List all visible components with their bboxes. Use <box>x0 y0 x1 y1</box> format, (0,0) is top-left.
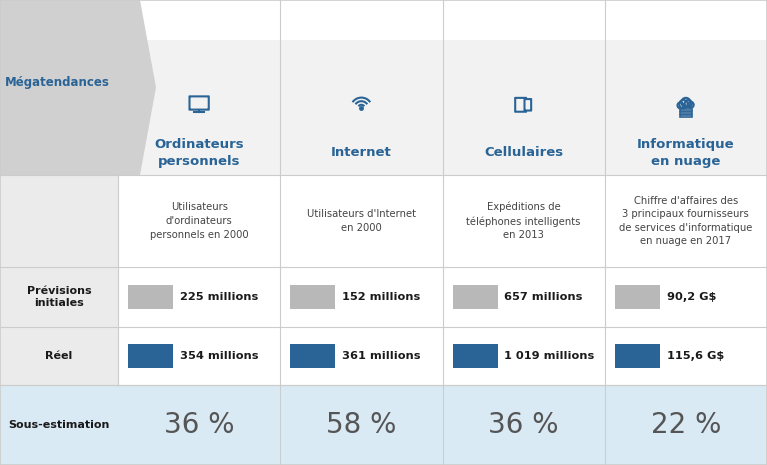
Text: Réel: Réel <box>45 351 73 361</box>
Text: Utilisateurs d'Internet
en 2000: Utilisateurs d'Internet en 2000 <box>307 209 416 233</box>
Text: 58 %: 58 % <box>326 411 397 439</box>
Text: 361 millions: 361 millions <box>342 351 421 361</box>
Text: 657 millions: 657 millions <box>505 292 583 302</box>
Bar <box>290 344 335 368</box>
Text: Informatique
en nuage: Informatique en nuage <box>637 138 735 168</box>
Bar <box>680 115 692 117</box>
Text: Expéditions de
téléphones intelligents
en 2013: Expéditions de téléphones intelligents e… <box>466 202 581 240</box>
Bar <box>290 285 335 309</box>
Text: 354 millions: 354 millions <box>180 351 258 361</box>
FancyBboxPatch shape <box>525 99 532 111</box>
Text: Chiffre d'affaires des
3 principaux fournisseurs
de services d'informatique
en n: Chiffre d'affaires des 3 principaux four… <box>619 196 752 246</box>
Bar <box>0 40 767 175</box>
Text: 115,6 G$: 115,6 G$ <box>667 351 724 361</box>
Text: Cellulaires: Cellulaires <box>484 146 563 159</box>
Text: 225 millions: 225 millions <box>180 292 258 302</box>
Text: 36 %: 36 % <box>164 411 235 439</box>
Text: Sous-estimation: Sous-estimation <box>8 420 110 430</box>
Bar <box>453 344 498 368</box>
Bar <box>680 112 692 114</box>
Bar <box>614 285 660 309</box>
Text: 152 millions: 152 millions <box>342 292 420 302</box>
Bar <box>614 344 660 368</box>
Text: 22 %: 22 % <box>650 411 721 439</box>
Text: Ordinateurs
personnels: Ordinateurs personnels <box>154 138 244 168</box>
Text: Mégatendances: Mégatendances <box>5 76 110 89</box>
Text: 36 %: 36 % <box>489 411 559 439</box>
Text: 90,2 G$: 90,2 G$ <box>667 292 716 302</box>
Text: Prévisions
initiales: Prévisions initiales <box>27 286 91 308</box>
Bar <box>128 344 173 368</box>
Text: Internet: Internet <box>331 146 392 159</box>
Bar <box>0 175 118 385</box>
Bar <box>128 285 173 309</box>
Bar <box>453 285 498 309</box>
Text: 1 019 millions: 1 019 millions <box>505 351 594 361</box>
Text: Utilisateurs
d'ordinateurs
personnels en 2000: Utilisateurs d'ordinateurs personnels en… <box>150 202 249 239</box>
Bar <box>0 385 767 465</box>
Bar <box>680 109 692 112</box>
Polygon shape <box>0 0 156 175</box>
